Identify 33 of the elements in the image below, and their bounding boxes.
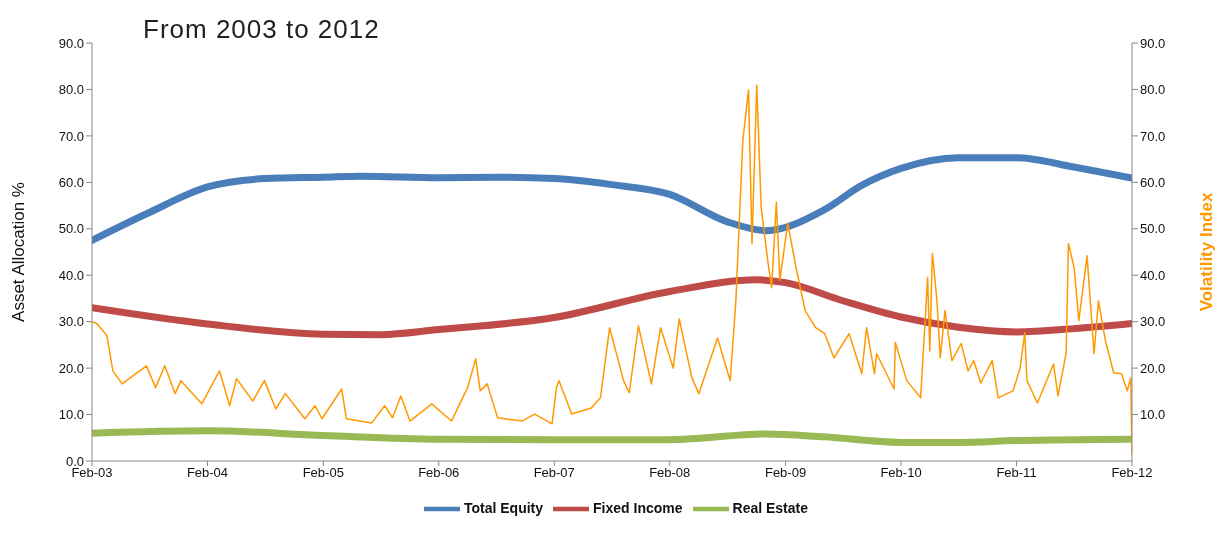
y2-tick-label: 60.0	[1140, 174, 1166, 190]
y2-tick-label: 50.0	[1140, 221, 1166, 237]
y2-tick-label: 80.0	[1140, 82, 1166, 98]
x-tick-label: Feb-08	[649, 465, 691, 481]
legend-label: Fixed Income	[593, 500, 683, 517]
x-tick-label: Feb-04	[186, 465, 229, 481]
y-tick-label: 50.0	[58, 221, 84, 237]
y2-tick-label: 20.0	[1140, 360, 1166, 376]
x-tick-label: Feb-09	[764, 465, 807, 481]
y-tick-label: 90.0	[58, 35, 84, 51]
x-tick-label: Feb-07	[533, 465, 575, 481]
x-tick-label: Feb-05	[302, 465, 344, 481]
y2-tick-label: 90.0	[1140, 35, 1166, 51]
y-tick-label: 10.0	[58, 407, 84, 423]
y-tick-label: 60.0	[58, 174, 84, 190]
y-tick-label: 40.0	[58, 267, 84, 283]
x-tick-label: Feb-11	[996, 465, 1037, 481]
x-tick-label: Feb-10	[880, 465, 922, 481]
y2-tick-label: 10.0	[1140, 407, 1166, 423]
y2-tick-label: 40.0	[1140, 267, 1166, 283]
y-axis-title: Asset Allocation %	[9, 182, 29, 322]
y2-axis-title: Volatility Index	[1197, 192, 1217, 312]
legend-label: Total Equity	[463, 500, 544, 517]
y-tick-label: 80.0	[58, 82, 84, 98]
y-tick-label: 20.0	[58, 360, 84, 376]
chart-title: From 2003 to 2012	[143, 14, 380, 45]
legend-label: Real Estate	[732, 500, 809, 517]
x-tick-label: Feb-12	[1111, 465, 1153, 481]
y2-tick-label: 30.0	[1140, 314, 1166, 330]
y-tick-label: 30.0	[58, 314, 84, 330]
y-tick-label: 70.0	[58, 128, 84, 144]
y2-tick-label: 70.0	[1140, 128, 1166, 144]
x-tick-label: Feb-06	[418, 465, 460, 481]
